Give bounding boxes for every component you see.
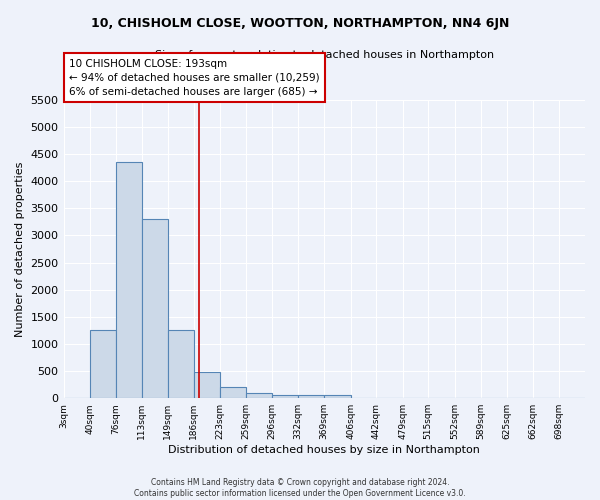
X-axis label: Distribution of detached houses by size in Northampton: Distribution of detached houses by size … bbox=[169, 445, 480, 455]
Bar bbox=[272, 396, 298, 398]
Bar bbox=[116, 162, 142, 398]
Bar bbox=[90, 330, 116, 398]
Text: 10 CHISHOLM CLOSE: 193sqm
← 94% of detached houses are smaller (10,259)
6% of se: 10 CHISHOLM CLOSE: 193sqm ← 94% of detac… bbox=[69, 58, 319, 96]
Bar bbox=[220, 387, 246, 398]
Bar bbox=[142, 219, 167, 398]
Text: 10, CHISHOLM CLOSE, WOOTTON, NORTHAMPTON, NN4 6JN: 10, CHISHOLM CLOSE, WOOTTON, NORTHAMPTON… bbox=[91, 18, 509, 30]
Bar bbox=[167, 330, 194, 398]
Bar bbox=[246, 394, 272, 398]
Bar bbox=[324, 395, 350, 398]
Text: Contains HM Land Registry data © Crown copyright and database right 2024.
Contai: Contains HM Land Registry data © Crown c… bbox=[134, 478, 466, 498]
Y-axis label: Number of detached properties: Number of detached properties bbox=[15, 161, 25, 336]
Title: Size of property relative to detached houses in Northampton: Size of property relative to detached ho… bbox=[155, 50, 494, 60]
Bar bbox=[298, 396, 324, 398]
Bar bbox=[194, 372, 220, 398]
